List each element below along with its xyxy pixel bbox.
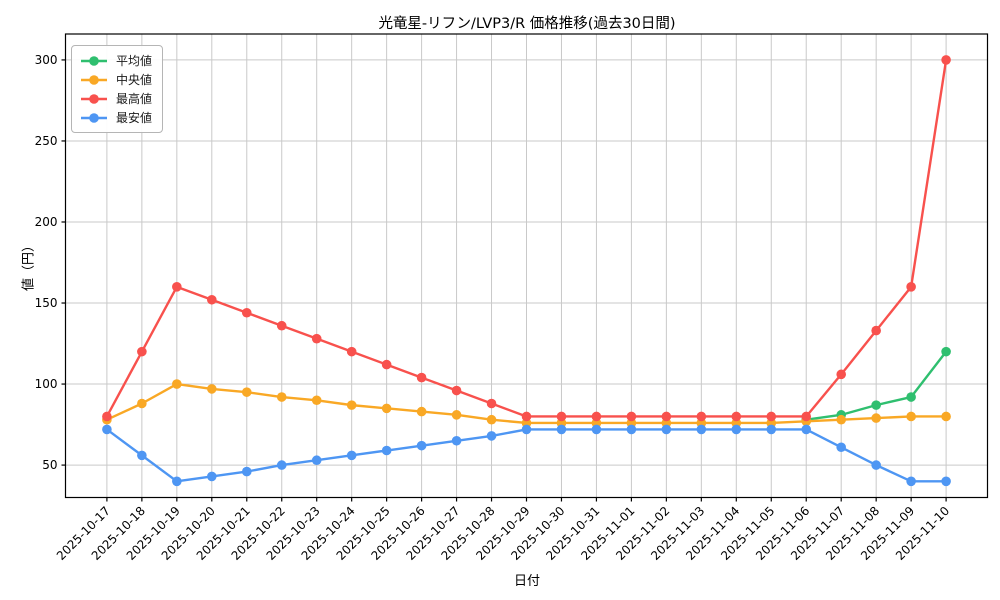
data-point-min xyxy=(451,435,462,446)
data-point-min xyxy=(486,431,497,441)
data-point-max xyxy=(661,411,672,422)
x-axis-label: 日付 xyxy=(513,574,540,589)
data-point-max xyxy=(207,294,217,305)
legend: 平均値中央値最高値最安値 xyxy=(71,45,164,133)
data-point-max xyxy=(871,325,881,336)
data-point-min xyxy=(871,460,881,470)
data-point-min xyxy=(381,445,392,456)
data-point-min xyxy=(276,460,287,470)
data-point-median xyxy=(416,406,427,417)
data-point-max xyxy=(311,333,322,344)
legend-label: 最安値 xyxy=(116,111,153,125)
data-point-median xyxy=(241,387,252,397)
data-point-median xyxy=(451,410,462,420)
data-point-max xyxy=(172,282,182,292)
data-point-median xyxy=(871,413,881,423)
y-tick-label: 200 xyxy=(35,215,58,229)
data-point-max xyxy=(241,307,252,318)
data-point-max xyxy=(486,398,497,409)
data-point-min xyxy=(102,424,112,435)
data-point-max xyxy=(766,411,777,422)
data-point-min xyxy=(766,424,777,435)
data-point-max xyxy=(801,411,812,422)
y-tick-label: 150 xyxy=(35,296,58,310)
data-point-min xyxy=(416,440,427,451)
data-point-min xyxy=(696,424,707,435)
data-point-median xyxy=(137,398,147,409)
data-point-median xyxy=(207,384,217,394)
chart-title: 光竜星-リフン/LVP3/R 価格推移(過去30日間) xyxy=(378,16,676,32)
legend-label: 平均値 xyxy=(116,54,153,68)
data-point-median xyxy=(346,400,357,410)
data-point-min xyxy=(346,450,357,461)
data-point-average xyxy=(906,392,916,402)
data-point-min xyxy=(556,424,567,435)
data-point-max xyxy=(276,320,287,331)
legend-marker-icon xyxy=(81,55,107,66)
data-point-max xyxy=(451,385,462,396)
data-point-max xyxy=(731,411,742,422)
data-point-min xyxy=(137,450,147,461)
data-point-min xyxy=(591,424,602,435)
data-point-max xyxy=(836,369,846,380)
data-point-min xyxy=(801,424,812,435)
y-tick-label: 300 xyxy=(35,53,58,67)
legend-label: 中央値 xyxy=(116,73,153,87)
data-point-max xyxy=(137,346,147,357)
data-point-max xyxy=(346,346,357,357)
data-point-min xyxy=(836,442,846,453)
data-point-max xyxy=(626,411,637,422)
data-point-average xyxy=(871,400,881,410)
data-point-min xyxy=(626,424,637,435)
legend-marker-icon xyxy=(81,93,107,104)
legend-label: 最高値 xyxy=(116,92,153,106)
data-point-min xyxy=(241,466,252,477)
data-point-max xyxy=(941,55,951,65)
data-point-max xyxy=(591,411,602,422)
data-point-min xyxy=(941,476,951,487)
data-point-max xyxy=(381,359,392,370)
data-point-min xyxy=(311,455,322,466)
data-point-median xyxy=(836,414,846,425)
data-point-min xyxy=(172,476,182,487)
data-point-median xyxy=(172,379,182,389)
data-point-max xyxy=(102,411,112,422)
legend-item-median: 中央値 xyxy=(80,72,152,87)
data-point-average xyxy=(941,346,951,357)
y-tick-label: 250 xyxy=(35,134,58,148)
data-point-max xyxy=(521,411,532,422)
data-point-min xyxy=(207,471,217,482)
data-point-min xyxy=(731,424,742,435)
legend-marker-icon xyxy=(81,112,107,123)
data-point-max xyxy=(416,372,427,383)
data-point-min xyxy=(521,424,532,435)
data-point-median xyxy=(906,411,916,422)
legend-item-average: 平均値 xyxy=(80,53,152,68)
data-point-max xyxy=(556,411,567,422)
data-point-median xyxy=(941,411,951,422)
data-point-median xyxy=(311,395,322,406)
legend-marker-icon xyxy=(81,74,107,85)
y-tick-label: 100 xyxy=(35,377,58,391)
data-point-median xyxy=(276,392,287,402)
data-point-max xyxy=(696,411,707,422)
legend-item-min: 最安値 xyxy=(80,110,152,125)
data-point-median xyxy=(381,403,392,414)
data-point-max xyxy=(906,282,916,292)
data-point-min xyxy=(661,424,672,435)
data-point-median xyxy=(486,414,497,425)
data-point-min xyxy=(906,476,916,487)
y-tick-label: 50 xyxy=(42,458,57,472)
legend-item-max: 最高値 xyxy=(80,91,152,106)
